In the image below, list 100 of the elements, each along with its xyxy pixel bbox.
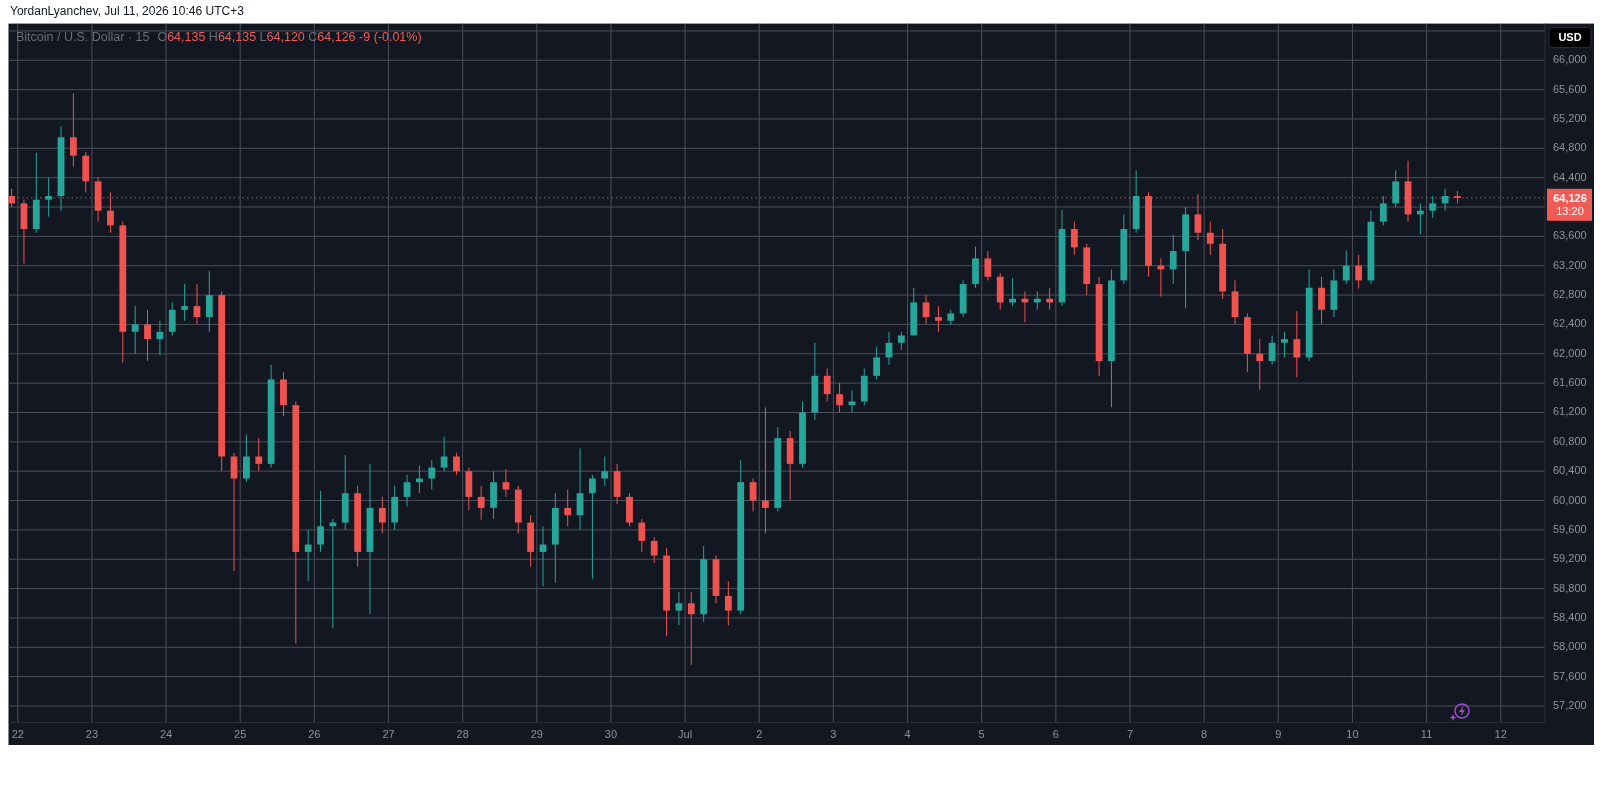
candlestick bbox=[477, 485, 485, 521]
x-tick-label: 29 bbox=[530, 728, 543, 740]
candlestick bbox=[131, 305, 139, 355]
text: YordanLyanchev, Jul 11, 2026 10:46 UTC+3 bbox=[10, 4, 245, 18]
candlestick bbox=[589, 474, 596, 580]
candlestick bbox=[1070, 221, 1078, 256]
candlestick bbox=[156, 320, 164, 356]
candlestick bbox=[638, 518, 646, 553]
candlestick bbox=[1355, 254, 1362, 289]
x-tick-label: 24 bbox=[159, 728, 173, 740]
candlestick bbox=[144, 309, 151, 362]
y-tick-label: 60,000 bbox=[1553, 493, 1587, 506]
candlestick bbox=[823, 367, 831, 402]
candlestick bbox=[897, 331, 905, 351]
ref-line-label: 64,126 bbox=[1553, 191, 1587, 204]
candlestick bbox=[848, 389, 856, 413]
candlestick bbox=[45, 177, 53, 218]
x-tick-label: 7 bbox=[1126, 728, 1134, 740]
candlestick bbox=[1342, 249, 1350, 285]
candlestick bbox=[1169, 234, 1177, 285]
x-tick-label: 28 bbox=[456, 728, 469, 740]
y-tick-label: 61,200 bbox=[1553, 405, 1587, 418]
y-tick-label: 64,800 bbox=[1553, 141, 1587, 154]
candlestick bbox=[1293, 310, 1301, 378]
x-tick-label: Jul bbox=[678, 728, 693, 740]
candlestick bbox=[687, 591, 695, 666]
candlestick bbox=[922, 294, 930, 325]
x-tick-label: 4 bbox=[904, 728, 911, 740]
x-tick-label: 22 bbox=[11, 728, 24, 740]
y-tick-label: 65,600 bbox=[1553, 82, 1587, 95]
y-tick-label: 66,000 bbox=[1553, 53, 1587, 66]
x-tick-label: 26 bbox=[308, 728, 321, 740]
y-tick-label: 58,400 bbox=[1553, 610, 1587, 623]
candlestick bbox=[1392, 169, 1400, 208]
x-tick-label: 2 bbox=[756, 728, 763, 740]
x-tick-label: 11 bbox=[1420, 728, 1433, 740]
candlestick bbox=[317, 490, 324, 553]
text: 13:20 bbox=[1556, 204, 1584, 217]
candlestick bbox=[1281, 331, 1288, 358]
y-axis-title: USD bbox=[1558, 30, 1582, 43]
candlestick bbox=[304, 529, 312, 582]
candlestick bbox=[205, 270, 213, 333]
candlestick bbox=[1256, 338, 1264, 391]
text: O64,135 H64,135 L64,120 C64,126 -9 (-0.01%) bbox=[157, 30, 422, 44]
y-tick-label: 60,400 bbox=[1553, 464, 1587, 477]
candlestick bbox=[1379, 195, 1387, 226]
y-tick-label: 57,600 bbox=[1553, 669, 1587, 682]
candlestick bbox=[1429, 195, 1437, 219]
candlestick bbox=[403, 474, 411, 507]
candlestick bbox=[181, 283, 188, 322]
candlestick bbox=[255, 437, 263, 472]
candlestick bbox=[984, 250, 992, 281]
text: Bitcoin / U.S. Dollar · 15 bbox=[16, 30, 150, 44]
candlestick bbox=[378, 496, 386, 535]
candlestick bbox=[724, 580, 732, 626]
candlestick bbox=[836, 382, 843, 413]
x-tick-label: 10 bbox=[1346, 728, 1359, 740]
candlestick bbox=[564, 489, 572, 527]
x-tick-label: 12 bbox=[1494, 728, 1507, 740]
candlestick bbox=[1194, 193, 1202, 241]
y-tick-label: 63,600 bbox=[1553, 229, 1587, 242]
candlestick bbox=[168, 301, 176, 336]
x-tick-label: 9 bbox=[1275, 728, 1282, 740]
y-tick-label: 64,400 bbox=[1553, 170, 1587, 183]
candlestick bbox=[242, 434, 250, 483]
y-tick-label: 59,600 bbox=[1553, 522, 1587, 535]
x-tick-label: 6 bbox=[1052, 728, 1059, 740]
x-tick-label: 23 bbox=[85, 728, 99, 740]
y-tick-label: 58,800 bbox=[1553, 581, 1587, 594]
candlestick bbox=[428, 459, 436, 491]
candlestick bbox=[502, 468, 510, 498]
candlestick bbox=[935, 305, 942, 333]
x-tick-label: 8 bbox=[1201, 728, 1208, 740]
candlestick bbox=[675, 591, 683, 626]
candlestick bbox=[1318, 276, 1325, 325]
y-tick-label: 61,600 bbox=[1553, 376, 1587, 389]
candlestick bbox=[873, 345, 881, 380]
x-tick-label: 30 bbox=[604, 728, 618, 740]
y-tick-label: 58,000 bbox=[1553, 640, 1587, 653]
y-tick-label: 57,200 bbox=[1553, 698, 1587, 711]
y-tick-label: 60,800 bbox=[1553, 434, 1587, 447]
candlestick bbox=[440, 436, 448, 472]
y-tick-label: 62,400 bbox=[1553, 317, 1587, 330]
y-tick-label: 62,000 bbox=[1553, 346, 1587, 359]
candlestick bbox=[69, 92, 77, 168]
candlestick bbox=[453, 452, 460, 476]
candlestick bbox=[1441, 188, 1449, 212]
y-tick-label: 65,200 bbox=[1553, 111, 1587, 124]
candlestick bbox=[601, 456, 609, 487]
x-tick-label: 5 bbox=[978, 728, 985, 740]
x-tick-label: 3 bbox=[830, 728, 837, 740]
y-tick-label: 62,800 bbox=[1553, 287, 1587, 300]
candlestick bbox=[1206, 221, 1214, 256]
candlestick bbox=[650, 536, 658, 564]
y-tick-label: 63,200 bbox=[1553, 258, 1587, 271]
x-tick-label: 25 bbox=[234, 728, 247, 740]
y-tick-label: 59,200 bbox=[1553, 552, 1587, 565]
candlestick bbox=[749, 478, 757, 513]
candlestick bbox=[762, 406, 769, 535]
x-tick-label: 27 bbox=[382, 728, 395, 740]
